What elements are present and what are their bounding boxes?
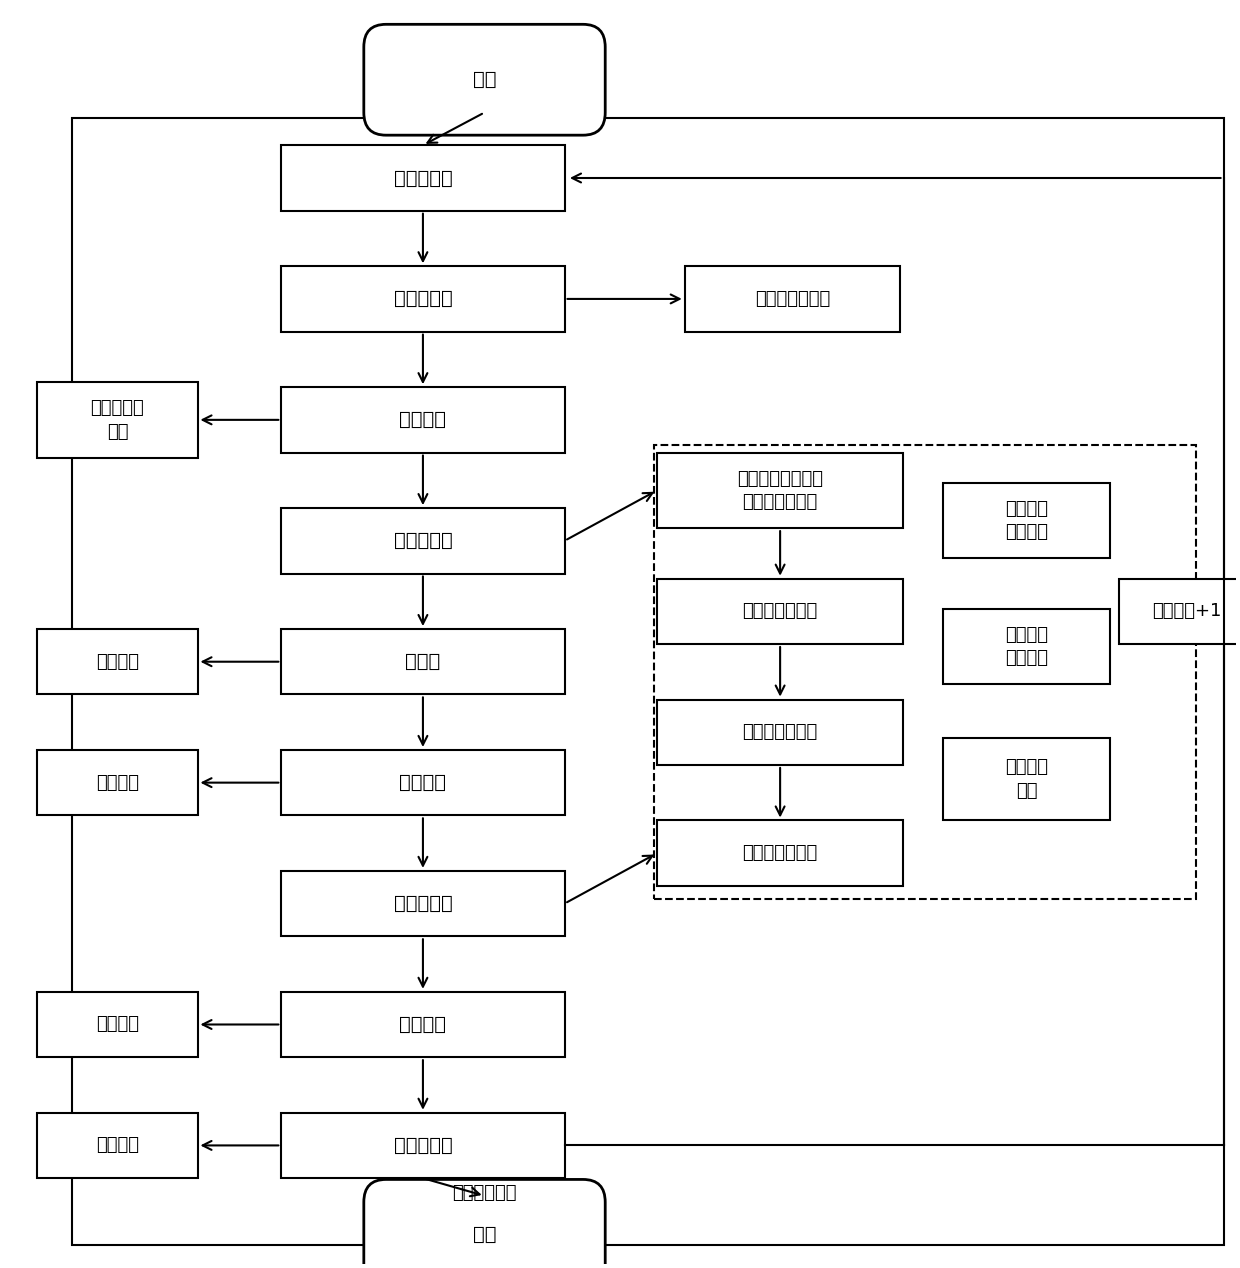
Text: 疏水冷却区: 疏水冷却区	[393, 894, 453, 913]
FancyBboxPatch shape	[37, 749, 197, 815]
FancyBboxPatch shape	[657, 453, 903, 529]
FancyBboxPatch shape	[281, 1113, 564, 1178]
FancyBboxPatch shape	[281, 871, 564, 936]
Text: 进口水室: 进口水室	[399, 411, 446, 430]
Text: 开始: 开始	[472, 70, 496, 89]
FancyBboxPatch shape	[281, 508, 564, 573]
Text: 管壁换热
计算: 管壁换热 计算	[1004, 758, 1048, 800]
Text: 各节点换热计算: 各节点换热计算	[743, 844, 817, 862]
Text: 管内流动
换热计算: 管内流动 换热计算	[1004, 500, 1048, 541]
Text: 利用上一时刻参数
计算各节点压力: 利用上一时刻参数 计算各节点压力	[737, 469, 823, 511]
FancyBboxPatch shape	[281, 749, 564, 815]
FancyBboxPatch shape	[944, 738, 1110, 820]
Text: 各节点压降计算: 各节点压降计算	[743, 602, 817, 620]
Text: 各节点流量计算: 各节点流量计算	[743, 723, 817, 742]
FancyBboxPatch shape	[281, 266, 564, 332]
Text: 压降计算: 压降计算	[95, 1016, 139, 1033]
FancyBboxPatch shape	[281, 629, 564, 695]
Text: 结束: 结束	[472, 1225, 496, 1244]
FancyBboxPatch shape	[37, 629, 197, 695]
Text: 弯管区: 弯管区	[405, 652, 440, 671]
Text: 蒸汽凝结区: 蒸汽凝结区	[393, 531, 453, 550]
FancyBboxPatch shape	[37, 382, 197, 458]
FancyBboxPatch shape	[281, 146, 564, 210]
Text: 压降、流动
计算: 压降、流动 计算	[91, 399, 144, 441]
Text: 压降计算: 压降计算	[95, 653, 139, 671]
FancyBboxPatch shape	[363, 24, 605, 136]
FancyBboxPatch shape	[281, 387, 564, 453]
Text: 蒸汽入口区: 蒸汽入口区	[393, 289, 453, 308]
Text: 参数初始化: 参数初始化	[393, 169, 453, 188]
Text: 凝结水区: 凝结水区	[399, 773, 446, 792]
FancyBboxPatch shape	[657, 578, 903, 644]
FancyBboxPatch shape	[657, 700, 903, 765]
FancyBboxPatch shape	[1118, 578, 1240, 644]
Text: 仿真计算终止: 仿真计算终止	[453, 1184, 517, 1202]
Text: 疏水冷却区: 疏水冷却区	[393, 1136, 453, 1155]
FancyBboxPatch shape	[37, 992, 197, 1058]
Text: 管外流动
换热计算: 管外流动 换热计算	[1004, 626, 1048, 667]
FancyBboxPatch shape	[944, 483, 1110, 558]
Text: 压降计算: 压降计算	[95, 1136, 139, 1154]
FancyBboxPatch shape	[37, 1113, 197, 1178]
FancyBboxPatch shape	[363, 1179, 605, 1268]
FancyBboxPatch shape	[944, 609, 1110, 685]
FancyBboxPatch shape	[281, 992, 564, 1058]
Text: 时间步长+1: 时间步长+1	[1152, 602, 1221, 620]
Text: 压降、流量计算: 压降、流量计算	[755, 290, 830, 308]
FancyBboxPatch shape	[684, 266, 900, 332]
Text: 进口水室: 进口水室	[399, 1014, 446, 1033]
Text: 液位计算: 液位计算	[95, 773, 139, 791]
FancyBboxPatch shape	[657, 820, 903, 886]
